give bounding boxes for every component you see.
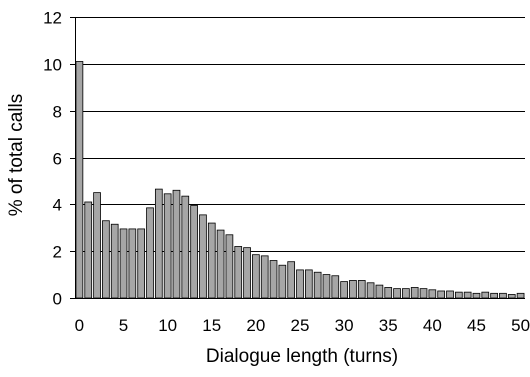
bar-26 <box>304 269 313 299</box>
bar-44 <box>463 291 472 299</box>
axes <box>70 17 525 299</box>
bar-4 <box>110 223 119 299</box>
bar-30 <box>340 281 348 299</box>
x-axis-title: Dialogue length (turns) <box>206 346 398 367</box>
bar-3 <box>102 220 110 299</box>
bar-6 <box>128 228 137 299</box>
x-tick-label-45: 45 <box>467 316 486 335</box>
bar-9 <box>154 188 163 299</box>
y-tick-label-8: 8 <box>53 103 62 122</box>
x-tick-label-25: 25 <box>291 316 310 335</box>
bar-35 <box>384 287 393 299</box>
x-tick-label-30: 30 <box>335 316 354 335</box>
x-tick-labels: 0 5 10 15 20 25 30 35 40 45 50 <box>75 316 530 335</box>
x-tick-label-20: 20 <box>246 316 265 335</box>
bar-37 <box>402 288 410 299</box>
bar-29 <box>331 275 340 299</box>
bar-39 <box>419 288 428 299</box>
bar-13 <box>190 205 198 299</box>
bar-33 <box>366 282 375 299</box>
bar-12 <box>181 195 190 299</box>
bar-43 <box>454 291 463 299</box>
x-tick-label-50: 50 <box>511 316 530 335</box>
bar-24 <box>287 261 296 299</box>
y-tick-label-6: 6 <box>53 150 62 169</box>
bar-41 <box>437 290 446 299</box>
bar-40 <box>428 289 437 299</box>
bar-18 <box>234 246 243 299</box>
bar-28 <box>322 274 331 299</box>
x-tick-label-35: 35 <box>379 316 398 335</box>
bar-11 <box>172 189 181 299</box>
bar-1 <box>84 201 93 299</box>
bar-10 <box>163 193 172 299</box>
bar-38 <box>410 287 419 299</box>
y-tick-label-2: 2 <box>53 243 62 262</box>
bar-48 <box>499 292 507 299</box>
x-tick-label-10: 10 <box>158 316 177 335</box>
bar-7 <box>137 228 146 299</box>
bar-22 <box>269 260 278 299</box>
bar-16 <box>216 229 225 299</box>
x-tick-label-15: 15 <box>202 316 221 335</box>
bar-0 <box>75 61 84 299</box>
y-tick-label-10: 10 <box>43 56 62 75</box>
y-tick-label-0: 0 <box>53 290 62 309</box>
bar-19 <box>243 247 251 299</box>
bar-45 <box>472 292 481 299</box>
bar-20 <box>252 254 260 299</box>
bar-36 <box>393 288 401 299</box>
y-tick-label-4: 4 <box>53 196 62 215</box>
bar-46 <box>481 291 490 299</box>
bar-31 <box>349 280 357 299</box>
y-axis-title: % of total calls <box>6 94 27 217</box>
bar-25 <box>296 269 304 299</box>
gridlines <box>75 17 525 252</box>
bar-14 <box>199 214 207 299</box>
bar-5 <box>119 228 128 299</box>
bar-47 <box>490 292 498 299</box>
y-tick-labels: 0 2 4 6 8 10 12 <box>43 9 62 309</box>
bars <box>75 61 525 299</box>
x-tick-label-40: 40 <box>423 316 442 335</box>
bar-8 <box>146 207 154 299</box>
bar-49 <box>507 294 516 299</box>
bar-21 <box>260 255 269 299</box>
bar-17 <box>225 234 234 299</box>
bar-50 <box>516 292 525 299</box>
bar-32 <box>357 280 366 299</box>
bar-27 <box>313 271 322 299</box>
bar-34 <box>375 284 384 299</box>
y-tick-label-12: 12 <box>43 9 62 28</box>
bar-42 <box>446 290 454 299</box>
bar-15 <box>207 222 216 299</box>
x-tick-label-5: 5 <box>119 316 128 335</box>
bar-23 <box>278 264 287 299</box>
bar-2 <box>93 192 101 299</box>
x-tick-label-0: 0 <box>75 316 84 335</box>
